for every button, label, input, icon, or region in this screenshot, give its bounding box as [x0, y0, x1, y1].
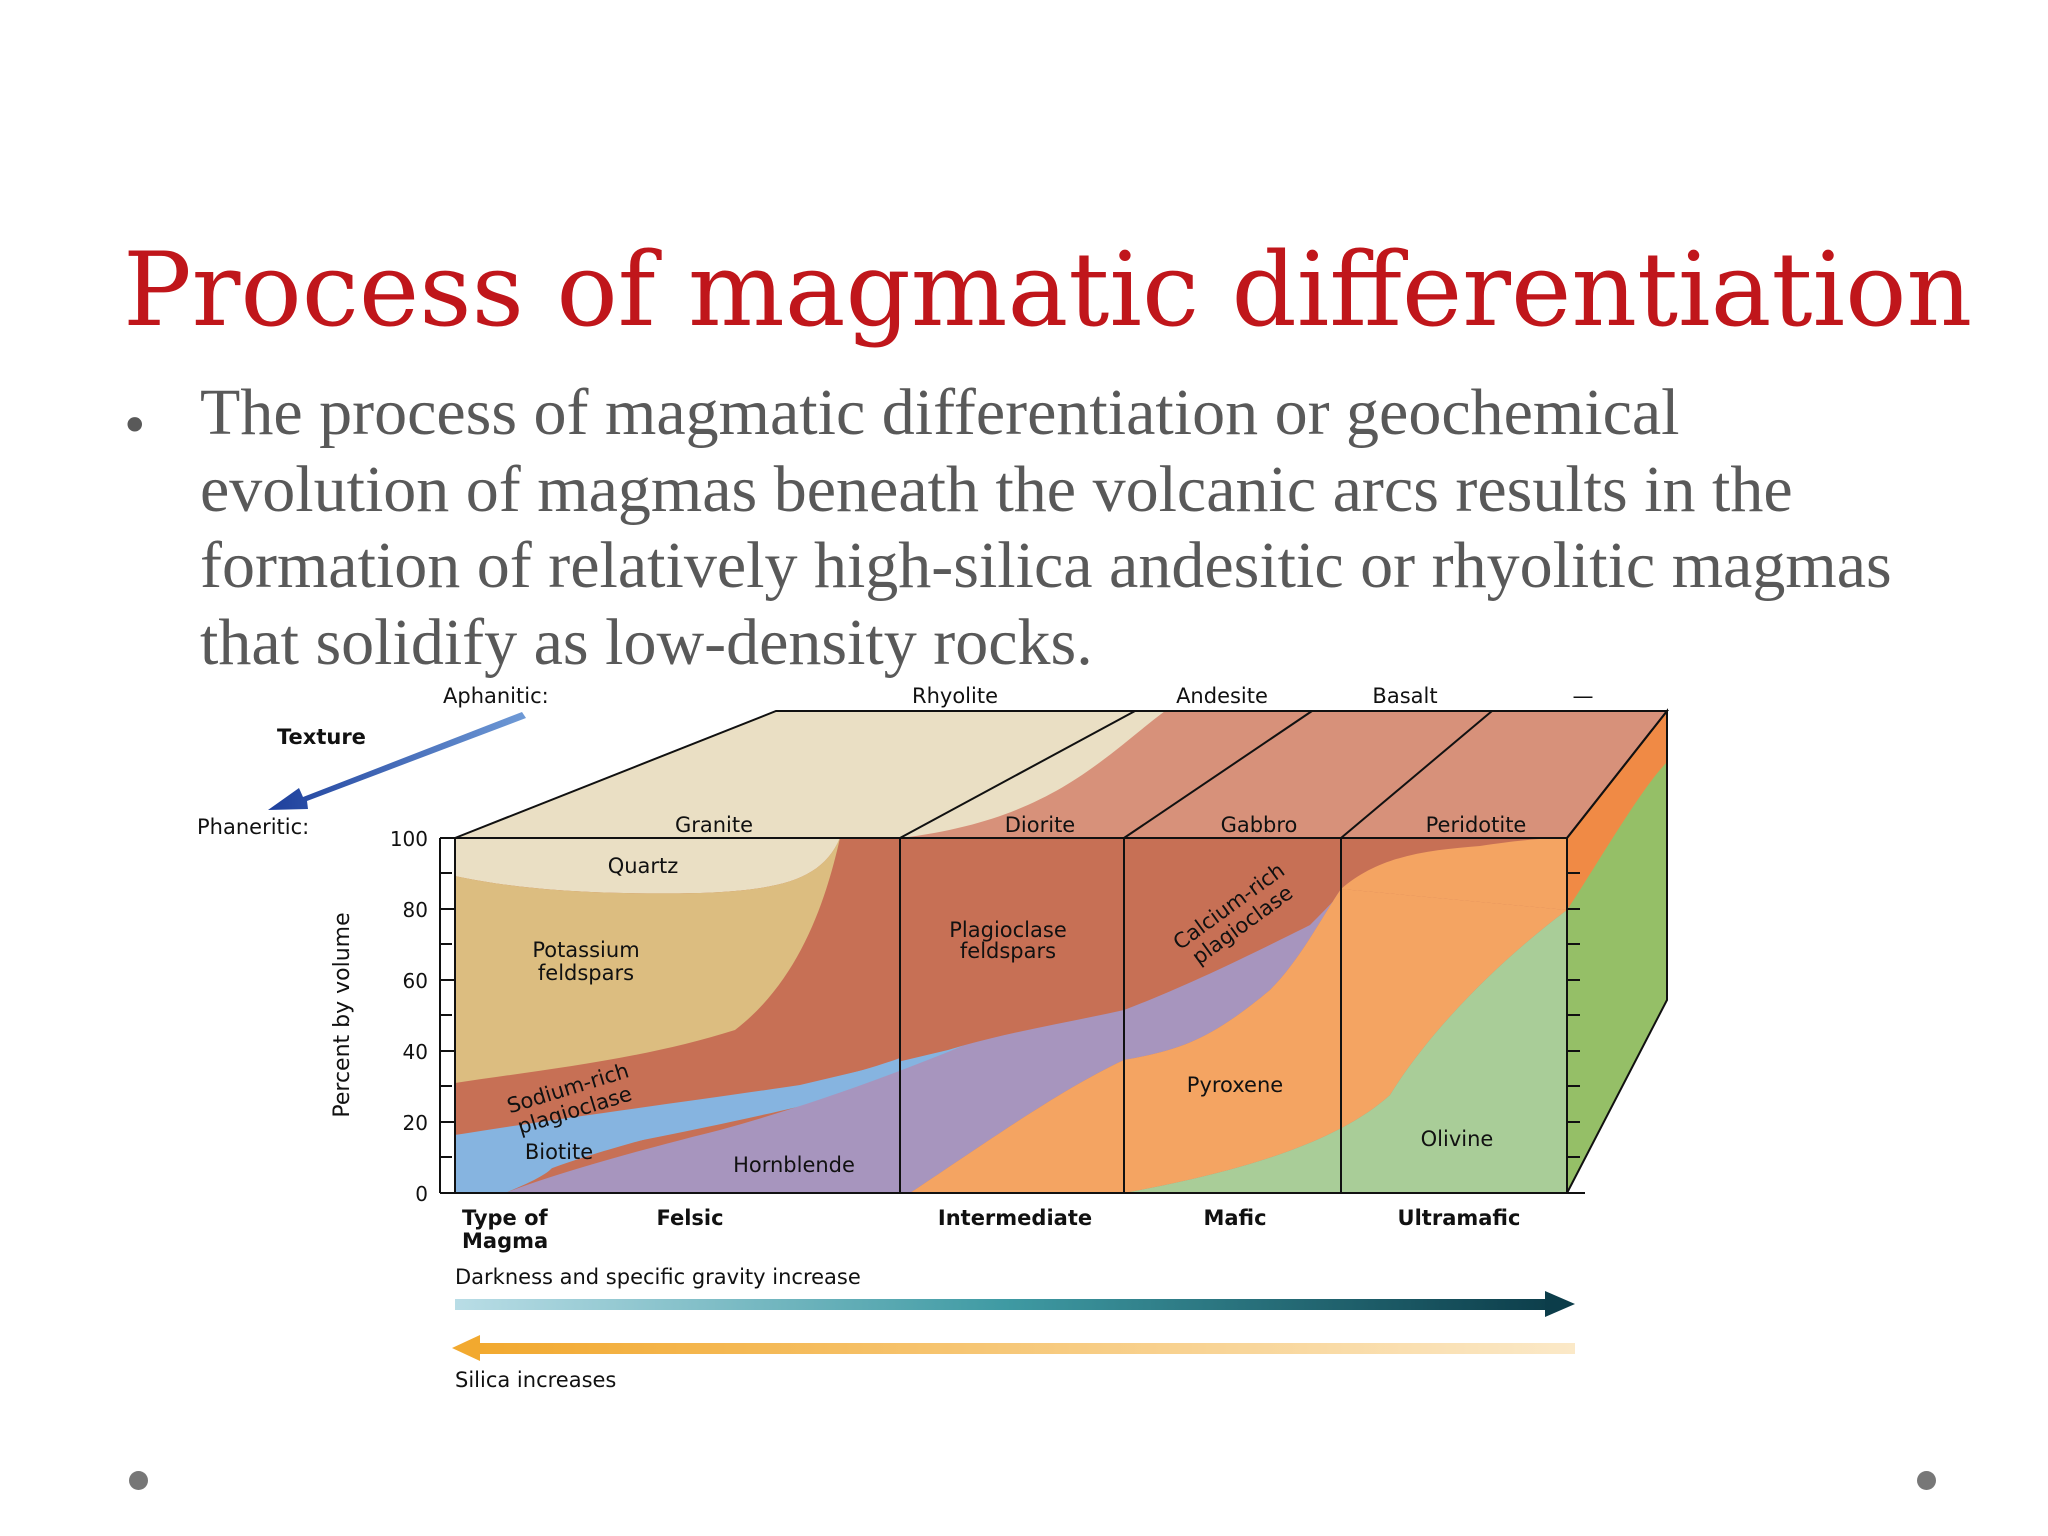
- mineral-plagioclase-1: Plagioclase: [949, 918, 1067, 942]
- silica-arrow-head: [452, 1335, 480, 1361]
- bullet-text: The process of magmatic differentiation …: [200, 376, 1892, 679]
- biotite-band: [455, 1045, 965, 1193]
- quartz-area: [455, 838, 840, 894]
- texture-label: Texture: [277, 725, 366, 749]
- pyroxene-area: [910, 889, 1567, 1193]
- mineral-hornblende: Hornblende: [733, 1153, 855, 1177]
- magma-mafic: Mafic: [1203, 1206, 1266, 1230]
- slide-corner-dot-left: [129, 1471, 148, 1490]
- mineral-olivine: Olivine: [1421, 1127, 1494, 1151]
- texture-arrow: [268, 712, 526, 810]
- y-axis-ticks: [440, 837, 455, 1194]
- rock-peridotite: Peridotite: [1426, 813, 1527, 837]
- y-tick-80: 80: [403, 898, 428, 922]
- rock-gabbro: Gabbro: [1221, 813, 1298, 837]
- y-tick-60: 60: [403, 969, 428, 993]
- y-tick-40: 40: [403, 1040, 428, 1064]
- mineral-biotite: Biotite: [525, 1140, 593, 1164]
- magma-felsic: Felsic: [656, 1206, 723, 1230]
- right-axis-ticks: [1567, 872, 1585, 1194]
- rock-basalt: Basalt: [1372, 684, 1437, 708]
- darkness-arrow-shaft: [455, 1299, 1555, 1310]
- top-divider-1: [899, 710, 1136, 839]
- aphanitic-label: Aphanitic:: [443, 684, 549, 708]
- y-tick-100: 100: [390, 827, 428, 851]
- darkness-arrow-head: [1545, 1291, 1575, 1317]
- side-face-olivine: [1567, 762, 1667, 1193]
- magma-type-label-2: Magma: [462, 1229, 548, 1253]
- magma-intermediate: Intermediate: [938, 1206, 1092, 1230]
- slide-title: Process of magmatic differentiation: [123, 231, 1973, 350]
- mineral-pyroxene: Pyroxene: [1187, 1073, 1283, 1097]
- silica-arrow-shaft: [478, 1343, 1575, 1354]
- y-axis-label: Percent by volume: [330, 912, 355, 1117]
- olivine-area: [1124, 910, 1567, 1193]
- y-tick-20: 20: [403, 1111, 428, 1135]
- mineral-potassium-1: Potassium: [532, 938, 639, 962]
- rock-granite: Granite: [675, 813, 753, 837]
- rock-rhyolite: Rhyolite: [912, 684, 998, 708]
- darkness-label: Darkness and specific gravity increase: [455, 1265, 861, 1289]
- rock-diorite: Diorite: [1005, 813, 1075, 837]
- slide-corner-dot-right: [1917, 1471, 1936, 1490]
- hornblende-area: [505, 889, 1341, 1193]
- silica-label: Silica increases: [455, 1368, 616, 1392]
- rock-andesite: Andesite: [1176, 684, 1268, 708]
- top-divider-2: [1123, 710, 1313, 839]
- magma-type-label-1: Type of: [462, 1206, 549, 1230]
- magma-ultramafic: Ultramafic: [1398, 1206, 1521, 1230]
- potassium-feldspar-area: [455, 838, 840, 1083]
- mineral-quartz: Quartz: [608, 854, 679, 878]
- mineral-potassium-2: feldspars: [538, 961, 634, 985]
- top-divider-3: [1340, 710, 1493, 839]
- top-face-felsic-region: [455, 711, 1165, 838]
- ultramafic-top-area: [1341, 838, 1567, 910]
- top-face-outline: [454, 710, 1670, 839]
- bullet-marker: •: [120, 397, 150, 455]
- phaneritic-label: Phaneritic:: [197, 815, 309, 839]
- mineral-plagioclase-2: feldspars: [960, 939, 1056, 963]
- y-tick-0: 0: [415, 1182, 428, 1206]
- rock-none: —: [1573, 684, 1594, 708]
